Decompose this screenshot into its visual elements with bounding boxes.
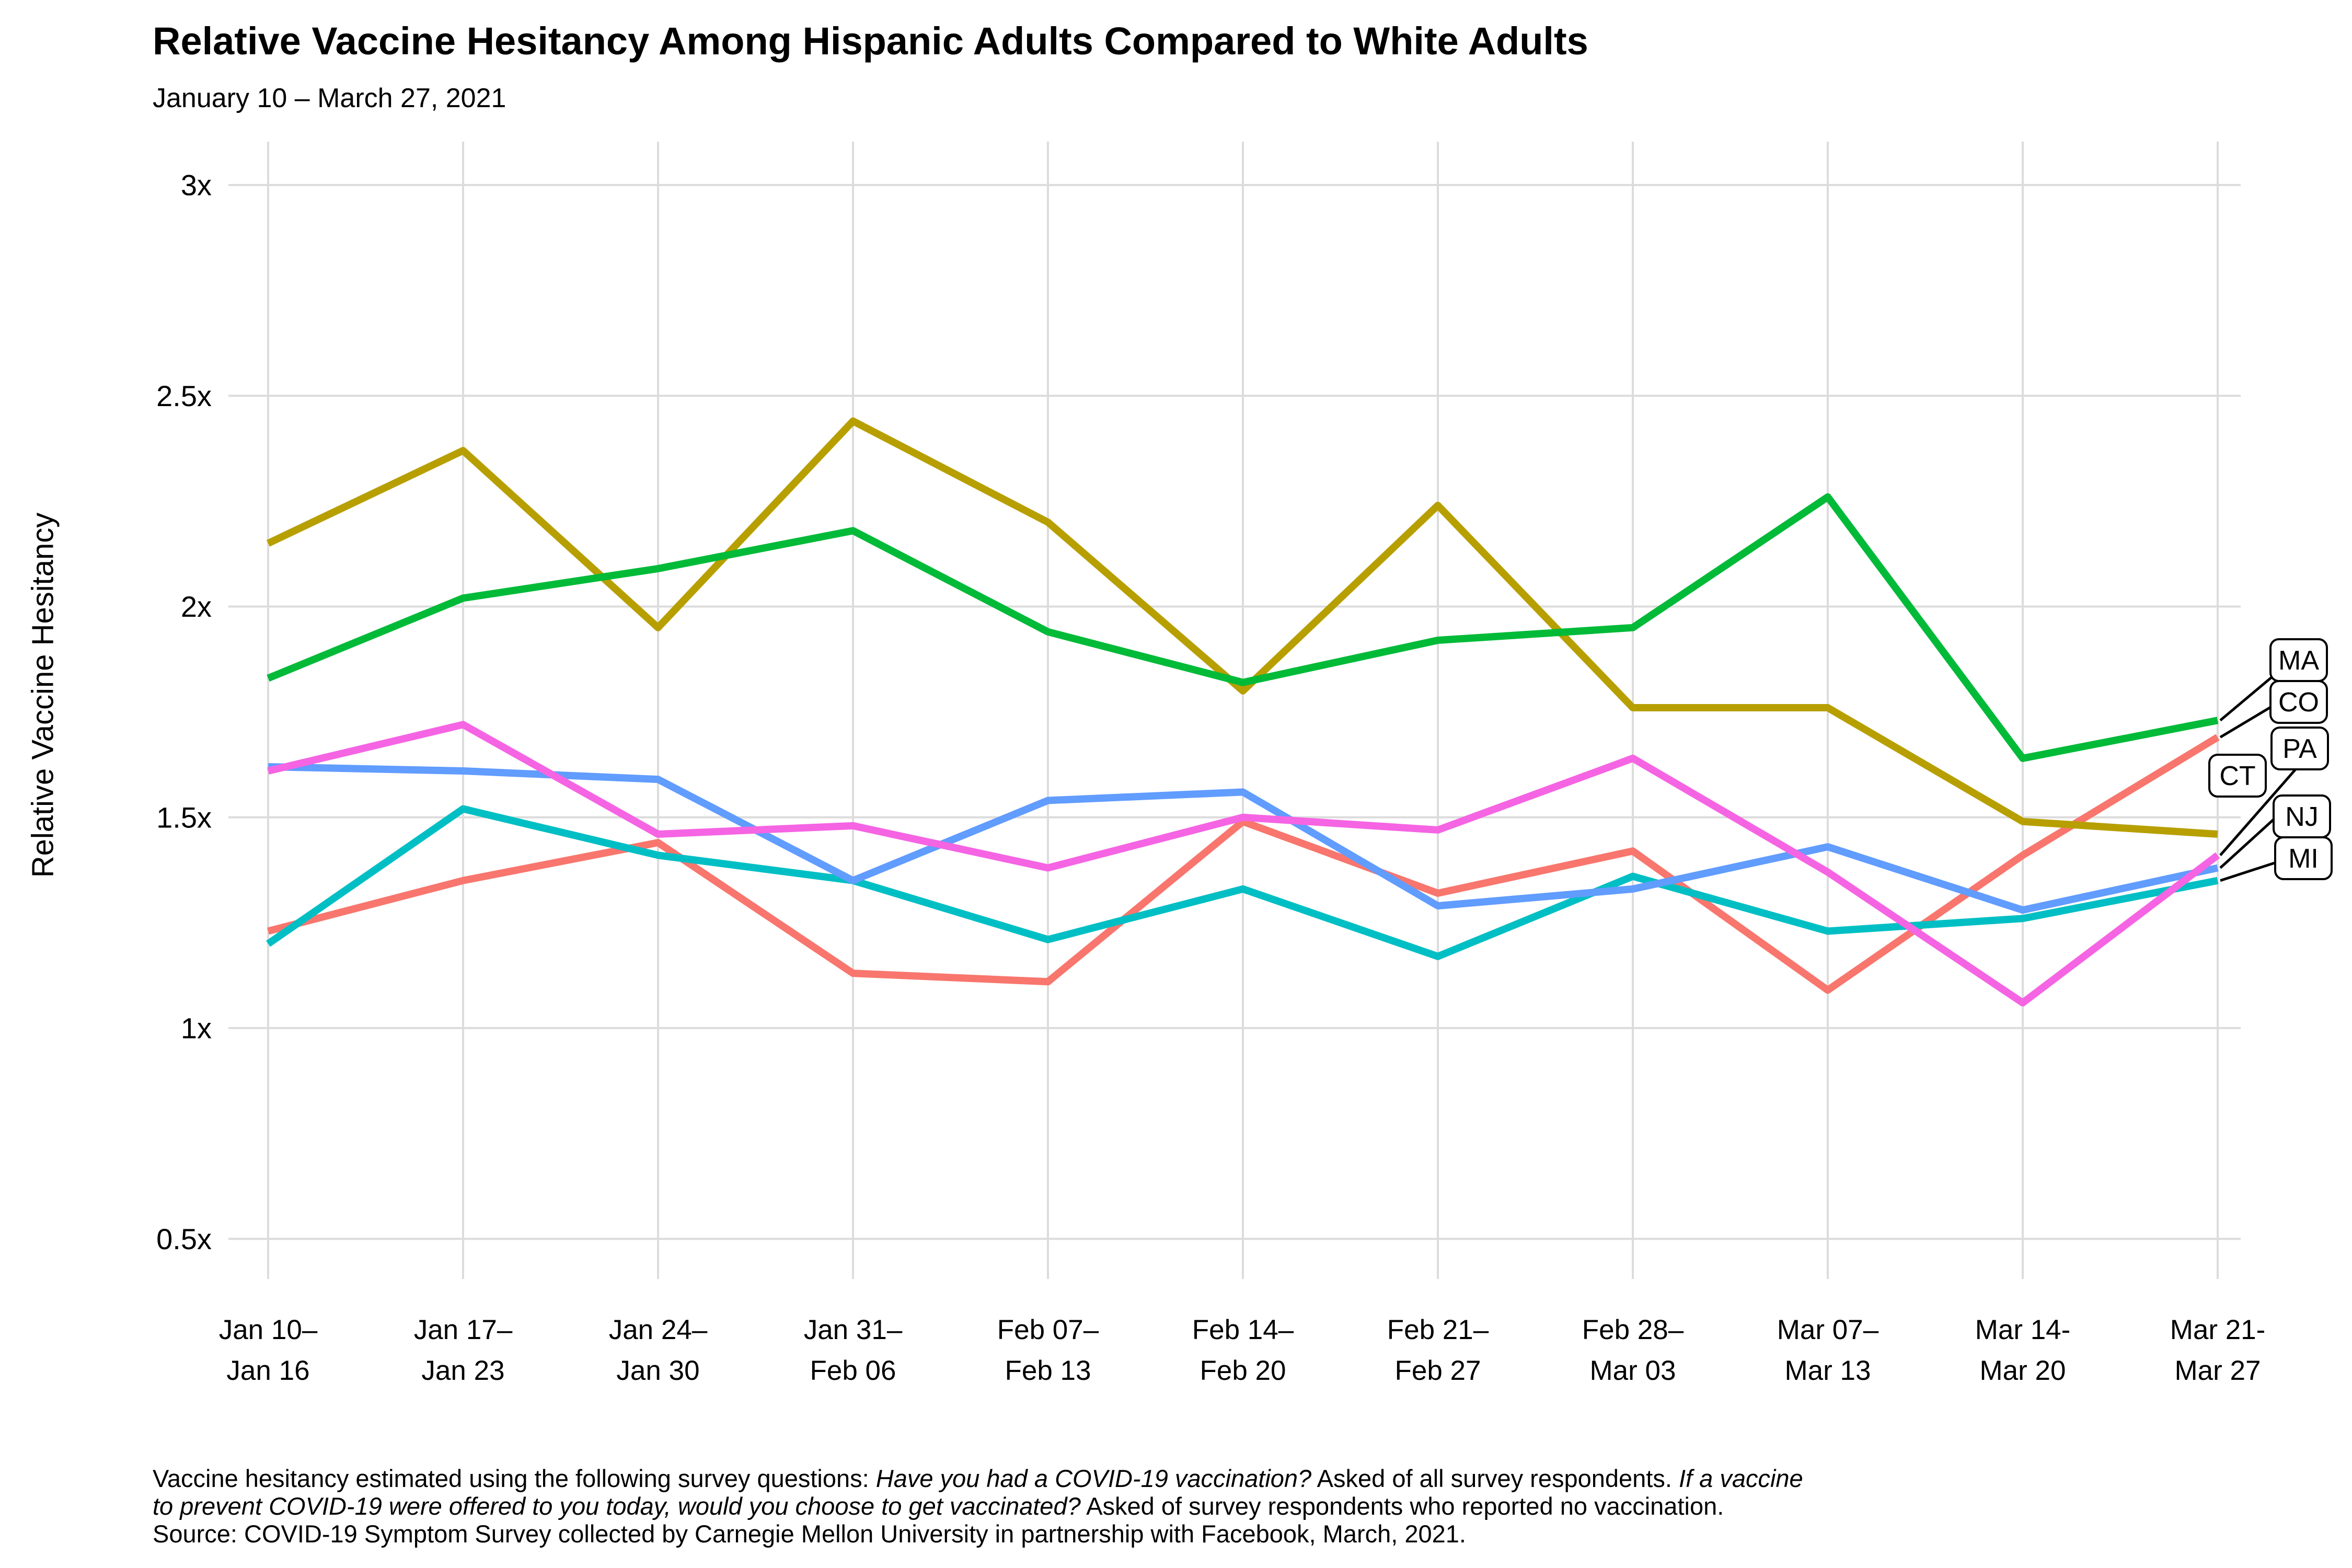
series-end-label-MI: MI <box>2274 836 2333 880</box>
x-tick-label-line2: Jan 30 <box>616 1355 699 1386</box>
footnote-italic-segment: Have you had a COVID-19 vaccination? <box>875 1465 1312 1492</box>
x-tick-label-line2: Mar 20 <box>1980 1355 2066 1386</box>
footnote-line-2: to prevent COVID-19 were offered to you … <box>153 1492 1803 1520</box>
x-tick-label-line1: Mar 14- <box>1975 1315 2071 1345</box>
series-end-label-CT: CT <box>2208 754 2267 798</box>
x-tick-label-line2: Jan 23 <box>421 1355 504 1386</box>
footnote-line-3: Source: COVID-19 Symptom Survey collecte… <box>153 1520 1803 1548</box>
x-tick-label-line1: Feb 28– <box>1582 1315 1684 1345</box>
x-tick-label-line2: Feb 27 <box>1394 1355 1481 1386</box>
x-tick-label-line2: Mar 13 <box>1785 1355 1871 1386</box>
series-line-MI <box>266 805 2219 960</box>
chart-subtitle: January 10 – March 27, 2021 <box>153 83 506 113</box>
x-tick-label-line1: Mar 21- <box>2170 1315 2266 1345</box>
series-end-label-box-CO <box>2269 680 2328 724</box>
series-line-PA <box>267 721 2220 1007</box>
x-tick-label-line2: Feb 13 <box>1005 1355 1091 1386</box>
series-end-label-NJ: NJ <box>2273 794 2331 838</box>
x-tick-label-line1: Jan 10– <box>219 1315 318 1345</box>
series-end-label-text-PA: PA <box>2282 734 2317 764</box>
x-tick-label-line1: Jan 17– <box>414 1315 513 1345</box>
x-tick-label-line2: Mar 27 <box>2175 1355 2261 1386</box>
series-end-label-box-MI <box>2274 836 2333 880</box>
y-tick-label: 0.5x <box>156 1223 212 1255</box>
y-tick-label: 2x <box>181 590 212 623</box>
label-leader-MA <box>2219 676 2273 722</box>
footnote-segment: Asked of all survey respondents. <box>1311 1465 1679 1492</box>
footnote-segment: Vaccine hesitancy estimated using the fo… <box>153 1465 876 1492</box>
x-tick-label-line1: Feb 14– <box>1192 1315 1294 1345</box>
label-leader-CO <box>2219 705 2273 739</box>
series-line-CT <box>266 417 2218 838</box>
footnote-italic-segment: If a vaccine <box>1678 1465 1803 1492</box>
series-end-label-box-CT <box>2208 754 2267 798</box>
footnote-segment: Source: COVID-19 Symptom Survey collecte… <box>153 1520 1466 1548</box>
series-line-MA <box>267 493 2219 762</box>
footnote-italic-segment: to prevent COVID-19 were offered to you … <box>153 1492 1081 1520</box>
y-tick-label: 2.5x <box>156 379 212 412</box>
label-leader-PA <box>2219 768 2297 856</box>
x-tick-label-line1: Feb 07– <box>997 1315 1099 1345</box>
series-end-label-text-NJ: NJ <box>2285 802 2319 832</box>
x-tick-label-line1: Jan 31– <box>804 1315 903 1345</box>
footnote-segment: Asked of survey respondents who reported… <box>1080 1492 1724 1520</box>
y-tick-label: 3x <box>181 169 212 202</box>
x-tick-label-line2: Feb 06 <box>810 1355 896 1386</box>
label-leader-NJ <box>2219 817 2276 869</box>
x-tick-label-line2: Mar 03 <box>1590 1355 1676 1386</box>
series-end-label-text-MI: MI <box>2288 844 2319 874</box>
series-end-label-CO: CO <box>2269 680 2328 724</box>
series-end-label-text-MA: MA <box>2278 645 2319 676</box>
series-line-NJ <box>268 763 2219 914</box>
footnote-line-1: Vaccine hesitancy estimated using the fo… <box>153 1465 1803 1492</box>
y-tick-label: 1x <box>181 1012 212 1045</box>
x-tick-label-line1: Mar 07– <box>1777 1315 1879 1345</box>
x-tick-label-line1: Jan 24– <box>609 1315 708 1345</box>
series-line-CO <box>267 734 2220 994</box>
series-end-label-MA: MA <box>2269 638 2328 682</box>
label-leader-MI <box>2220 861 2277 882</box>
x-tick-label-line2: Jan 16 <box>226 1355 309 1386</box>
series-end-label-PA: PA <box>2270 727 2329 770</box>
series-end-label-text-CO: CO <box>2278 687 2319 718</box>
y-tick-label: 1.5x <box>156 801 212 834</box>
series-end-label-box-PA <box>2270 727 2329 770</box>
series-end-label-text-CT: CT <box>2219 761 2255 791</box>
footnote: Vaccine hesitancy estimated using the fo… <box>153 1465 1803 1548</box>
chart-title: Relative Vaccine Hesitancy Among Hispani… <box>153 19 1588 63</box>
x-tick-label-line2: Feb 20 <box>1200 1355 1286 1386</box>
x-tick-label-line1: Feb 21– <box>1387 1315 1489 1345</box>
